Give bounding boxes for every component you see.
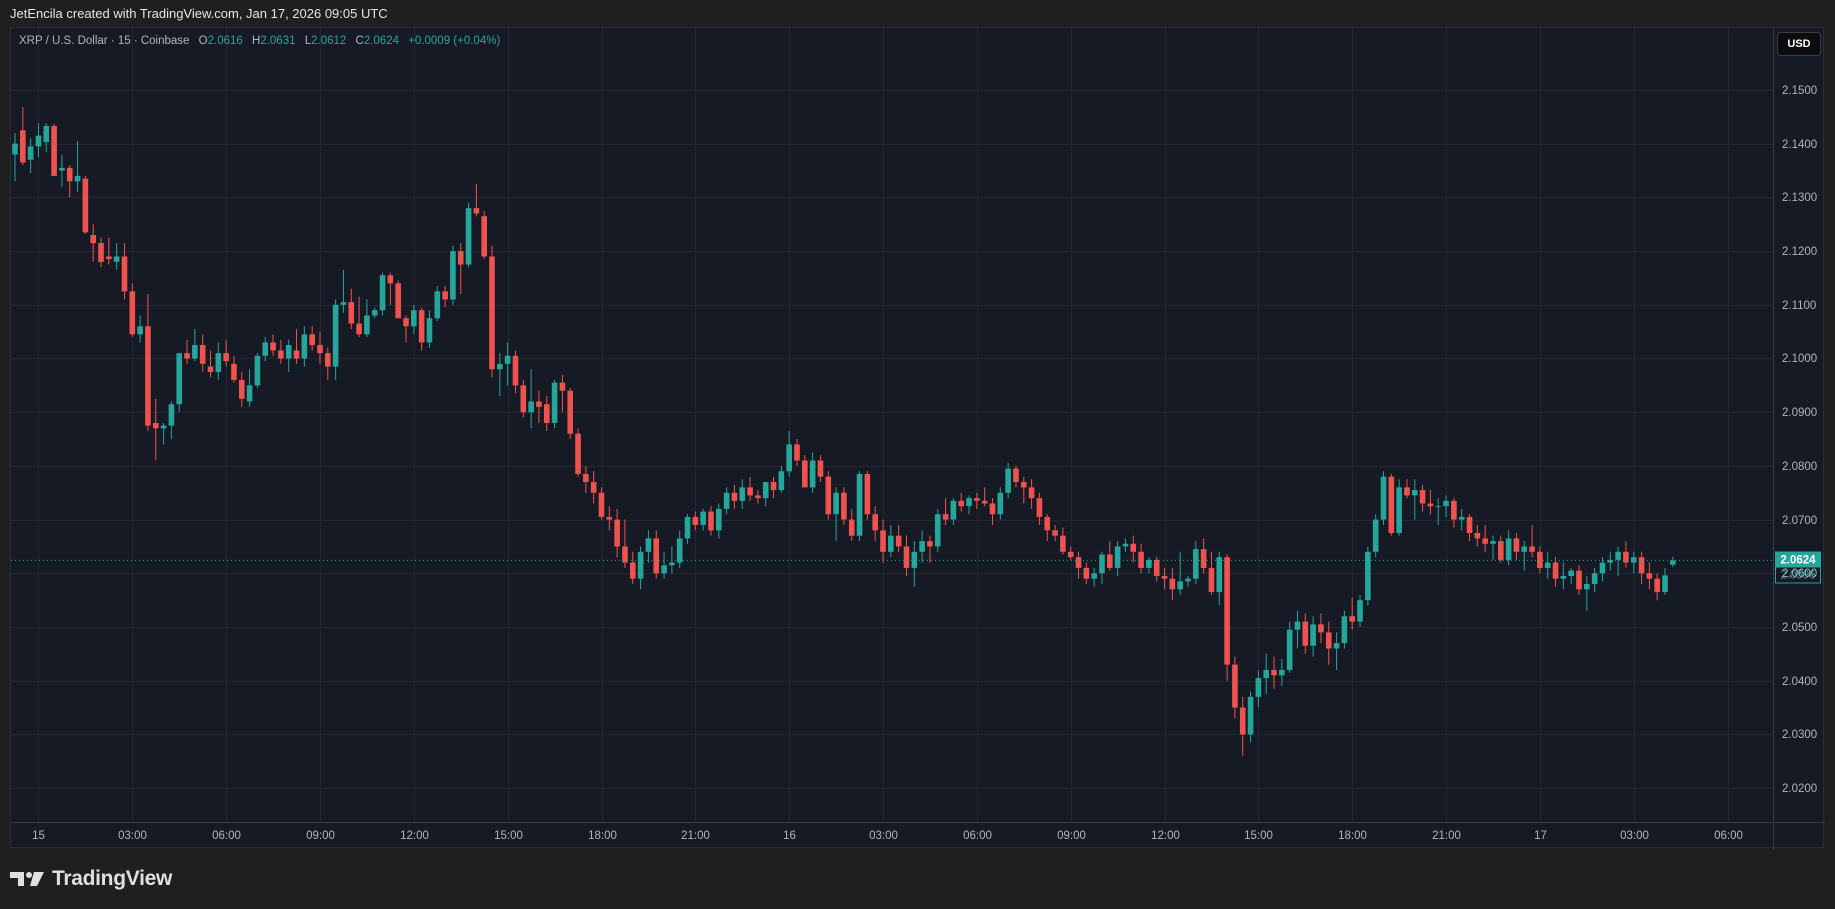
time-tick: 16 (783, 830, 796, 842)
brand-name: TradingView (52, 867, 173, 890)
time-tick: 03:00 (118, 830, 147, 842)
axis-corner (1773, 822, 1825, 849)
time-axis[interactable]: 15 03:00 06:00 09:00 12:00 15:00 18:00 21:00 16 0… (11, 822, 1773, 849)
low-value: 2.0612 (311, 35, 347, 47)
price-tick: 2.1500 (1782, 84, 1818, 97)
price-axis[interactable]: USD 2.0624 2.0596 2.1500 2.1400 2.1300 2.12… (1773, 28, 1825, 822)
last-price-label: 2.0624 (1775, 551, 1821, 569)
close-value: 2.0624 (363, 35, 399, 47)
price-tick: 2.1000 (1782, 352, 1818, 365)
time-tick: 15:00 (1244, 830, 1273, 842)
price-tick: 2.0400 (1782, 675, 1818, 688)
tradingview-logo[interactable]: TradingView (10, 867, 172, 891)
price-tick: 2.1400 (1782, 138, 1818, 151)
price-tick: 2.0600 (1782, 567, 1818, 580)
high-label: H (252, 35, 261, 47)
chart-credit: JetEncila created with TradingView.com, … (10, 6, 388, 21)
time-tick: 06:00 (1714, 830, 1743, 842)
time-tick: 18:00 (588, 830, 617, 842)
open-label: O (198, 35, 208, 47)
time-tick: 21:00 (681, 830, 710, 842)
price-tick: 2.0300 (1782, 728, 1818, 741)
time-tick: 03:00 (869, 830, 898, 842)
time-tick: 15:00 (494, 830, 523, 842)
price-tick: 2.1300 (1782, 191, 1818, 204)
symbol-title[interactable]: XRP / U.S. Dollar · 15 · Coinbase (19, 35, 190, 47)
symbol-legend: XRP / U.S. Dollar · 15 · Coinbase O2.061… (19, 35, 500, 47)
chart-frame: XRP / U.S. Dollar · 15 · Coinbase O2.061… (10, 27, 1825, 849)
price-tick: 2.1200 (1782, 245, 1818, 258)
time-tick: 15 (32, 830, 45, 842)
time-tick: 09:00 (1057, 830, 1086, 842)
time-tick: 09:00 (306, 830, 335, 842)
currency-button[interactable]: USD (1777, 32, 1821, 56)
price-tick: 2.0900 (1782, 406, 1818, 419)
price-tick: 2.0700 (1782, 514, 1818, 527)
close-label: C (355, 35, 364, 47)
time-tick: 03:00 (1620, 830, 1649, 842)
prev-close-label: 2.0596 (1775, 566, 1821, 584)
open-value: 2.0616 (207, 35, 243, 47)
change-value: +0.0009 (+0.04%) (408, 35, 501, 47)
high-value: 2.0631 (260, 35, 296, 47)
time-tick: 12:00 (400, 830, 429, 842)
time-tick: 21:00 (1432, 830, 1461, 842)
tradingview-logo-icon (10, 872, 44, 886)
price-tick: 2.0500 (1782, 621, 1818, 634)
time-tick: 06:00 (963, 830, 992, 842)
price-tick: 2.0800 (1782, 460, 1818, 473)
time-tick: 17 (1534, 830, 1547, 842)
candlestick-chart (11, 28, 1773, 822)
low-label: L (304, 35, 312, 47)
price-tick: 2.1100 (1782, 299, 1817, 312)
time-tick: 18:00 (1338, 830, 1367, 842)
price-tick: 2.0200 (1782, 782, 1818, 795)
chart-plot-area[interactable]: XRP / U.S. Dollar · 15 · Coinbase O2.061… (11, 28, 1773, 822)
time-tick: 12:00 (1151, 830, 1180, 842)
time-tick: 06:00 (212, 830, 241, 842)
